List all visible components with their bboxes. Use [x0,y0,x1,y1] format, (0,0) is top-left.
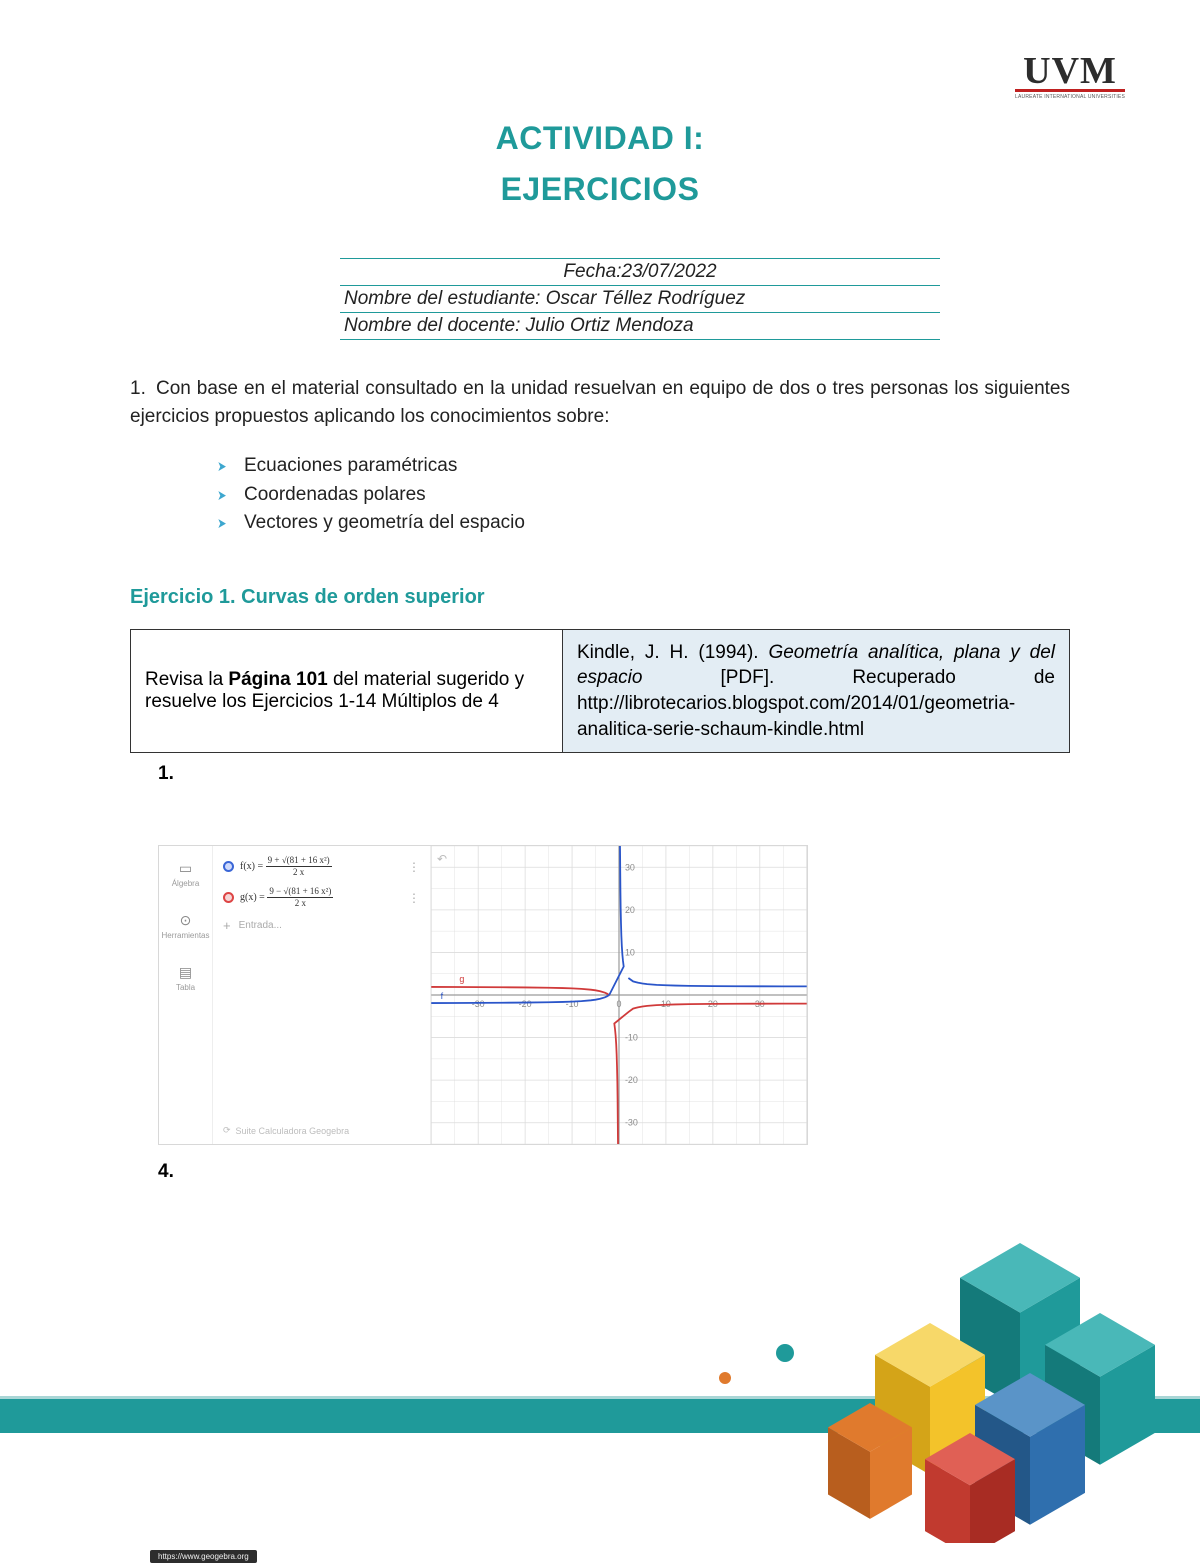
tools-icon: ⊙ [161,912,209,929]
ref-author: Kindle, J. H. (1994). [577,642,769,663]
f-fraction: 9 + √(81 + 16 x²) 2 x [266,856,332,877]
function-g-row[interactable]: g(x) = 9 − √(81 + 16 x²) 2 x ⋮ [223,887,420,908]
f-den: 2 x [293,867,304,877]
geo-side-algebra[interactable]: ▭ Álgebra [172,860,200,888]
bullet-list: Ecuaciones paramétricas Coordenadas pola… [216,452,1070,538]
ref-post: [PDF]. Recuperado de http://librotecario… [577,667,1055,739]
svg-text:-20: -20 [625,1075,638,1085]
info-block: Fecha:23/07/2022 Nombre del estudiante: … [340,258,940,340]
bullet-item: Coordenadas polares [216,481,1070,510]
ref-left-pre: Revisa la [145,669,228,690]
input-row[interactable]: + Entrada... [223,918,420,933]
svg-text:-30: -30 [625,1118,638,1128]
cubes-svg [670,1203,1170,1543]
geo-sidebar: ▭ Álgebra ⊙ Herramientas ▤ Tabla [159,846,213,1144]
teacher-label: Nombre del docente: [344,315,520,336]
sub-4: 4. [158,1161,1070,1183]
logo-subtext: LAUREATE INTERNATIONAL UNIVERSITIES [1015,94,1125,100]
svg-text:-10: -10 [625,1033,638,1043]
f-num: 9 + √(81 + 16 x²) [266,856,332,867]
g-fraction: 9 − √(81 + 16 x²) 2 x [267,887,333,908]
ref-left-bold: Página 101 [228,669,327,690]
f-label: f(x) = [240,861,263,872]
svg-text:-10: -10 [566,999,579,1009]
svg-text:-30: -30 [472,999,485,1009]
title-block: ACTIVIDAD I: EJERCICIOS [130,120,1070,208]
svg-text:20: 20 [625,905,635,915]
info-student: Nombre del estudiante: Oscar Téllez Rodr… [340,285,940,313]
geo-side-table[interactable]: ▤ Tabla [176,964,195,992]
cubes-ornament [670,1203,1170,1543]
info-date: Fecha:23/07/2022 [340,258,940,286]
svg-text:f: f [441,991,444,1001]
g-equation: g(x) = 9 − √(81 + 16 x²) 2 x [240,887,333,908]
teacher-value: Julio Ortiz Mendoza [526,315,694,336]
geo-algebra-panel: f(x) = 9 + √(81 + 16 x²) 2 x ⋮ g(x) = 9 … [213,846,431,1144]
geo-footer: ⟳ Suite Calculadora Geogebra [223,1125,349,1136]
g-label: g(x) = [240,892,265,903]
svg-text:10: 10 [625,948,635,958]
g-menu-icon[interactable]: ⋮ [408,891,420,905]
instruction-text: 1.Con base en el material consultado en … [130,375,1070,430]
title-line-1: ACTIVIDAD I: [130,120,1070,157]
bullet-item: Ecuaciones paramétricas [216,452,1070,481]
bullet-item: Vectores y geometría del espacio [216,509,1070,538]
input-placeholder: Entrada... [239,920,282,931]
geo-footer-text: Suite Calculadora Geogebra [236,1126,350,1136]
instruction-num: 1. [130,375,156,403]
geo-footer-icon: ⟳ [223,1125,231,1136]
geo-side-tools[interactable]: ⊙ Herramientas [161,912,209,940]
student-value: Oscar Téllez Rodríguez [546,288,746,309]
g-num: 9 − √(81 + 16 x²) [267,887,333,898]
reference-table: Revisa la Página 101 del material sugeri… [130,629,1070,754]
instruction-body: Con base en el material consultado en la… [130,378,1070,427]
svg-text:g: g [459,974,464,984]
undo-icon[interactable]: ↶ [437,852,447,866]
geo-chart[interactable]: -30-20-100102030-30-20-10102030fg ↶ [431,846,807,1144]
svg-text:30: 30 [625,862,635,872]
plus-icon: + [223,918,231,933]
sub-1: 1. [158,763,1070,785]
f-menu-icon[interactable]: ⋮ [408,860,420,874]
geogebra-screenshot: ▭ Álgebra ⊙ Herramientas ▤ Tabla f(x) = … [158,845,808,1145]
table-label: Tabla [176,983,195,992]
exercise-heading: Ejercicio 1. Curvas de orden superior [130,586,1070,609]
url-tooltip: https://www.geogebra.org [150,1550,257,1563]
title-line-2: EJERCICIOS [130,171,1070,208]
chart-svg: -30-20-100102030-30-20-10102030fg [431,846,807,1144]
tools-label: Herramientas [161,931,209,940]
f-equation: f(x) = 9 + √(81 + 16 x²) 2 x [240,856,332,877]
date-label: Fecha: [563,261,621,282]
svg-text:-20: -20 [519,999,532,1009]
info-teacher: Nombre del docente: Julio Ortiz Mendoza [340,312,940,340]
f-color-dot [223,861,234,872]
uvm-logo: UVM LAUREATE INTERNATIONAL UNIVERSITIES [1015,55,1125,100]
logo-text: UVM [1015,55,1125,87]
g-den: 2 x [295,898,306,908]
date-value: 23/07/2022 [622,261,717,282]
reference-left: Revisa la Página 101 del material sugeri… [131,629,563,753]
algebra-icon: ▭ [172,860,200,877]
reference-right: Kindle, J. H. (1994). Geometría analític… [562,629,1069,753]
function-f-row[interactable]: f(x) = 9 + √(81 + 16 x²) 2 x ⋮ [223,856,420,877]
svg-text:0: 0 [617,999,622,1009]
g-color-dot [223,892,234,903]
algebra-label: Álgebra [172,879,200,888]
table-icon: ▤ [176,964,195,981]
student-label: Nombre del estudiante: [344,288,540,309]
